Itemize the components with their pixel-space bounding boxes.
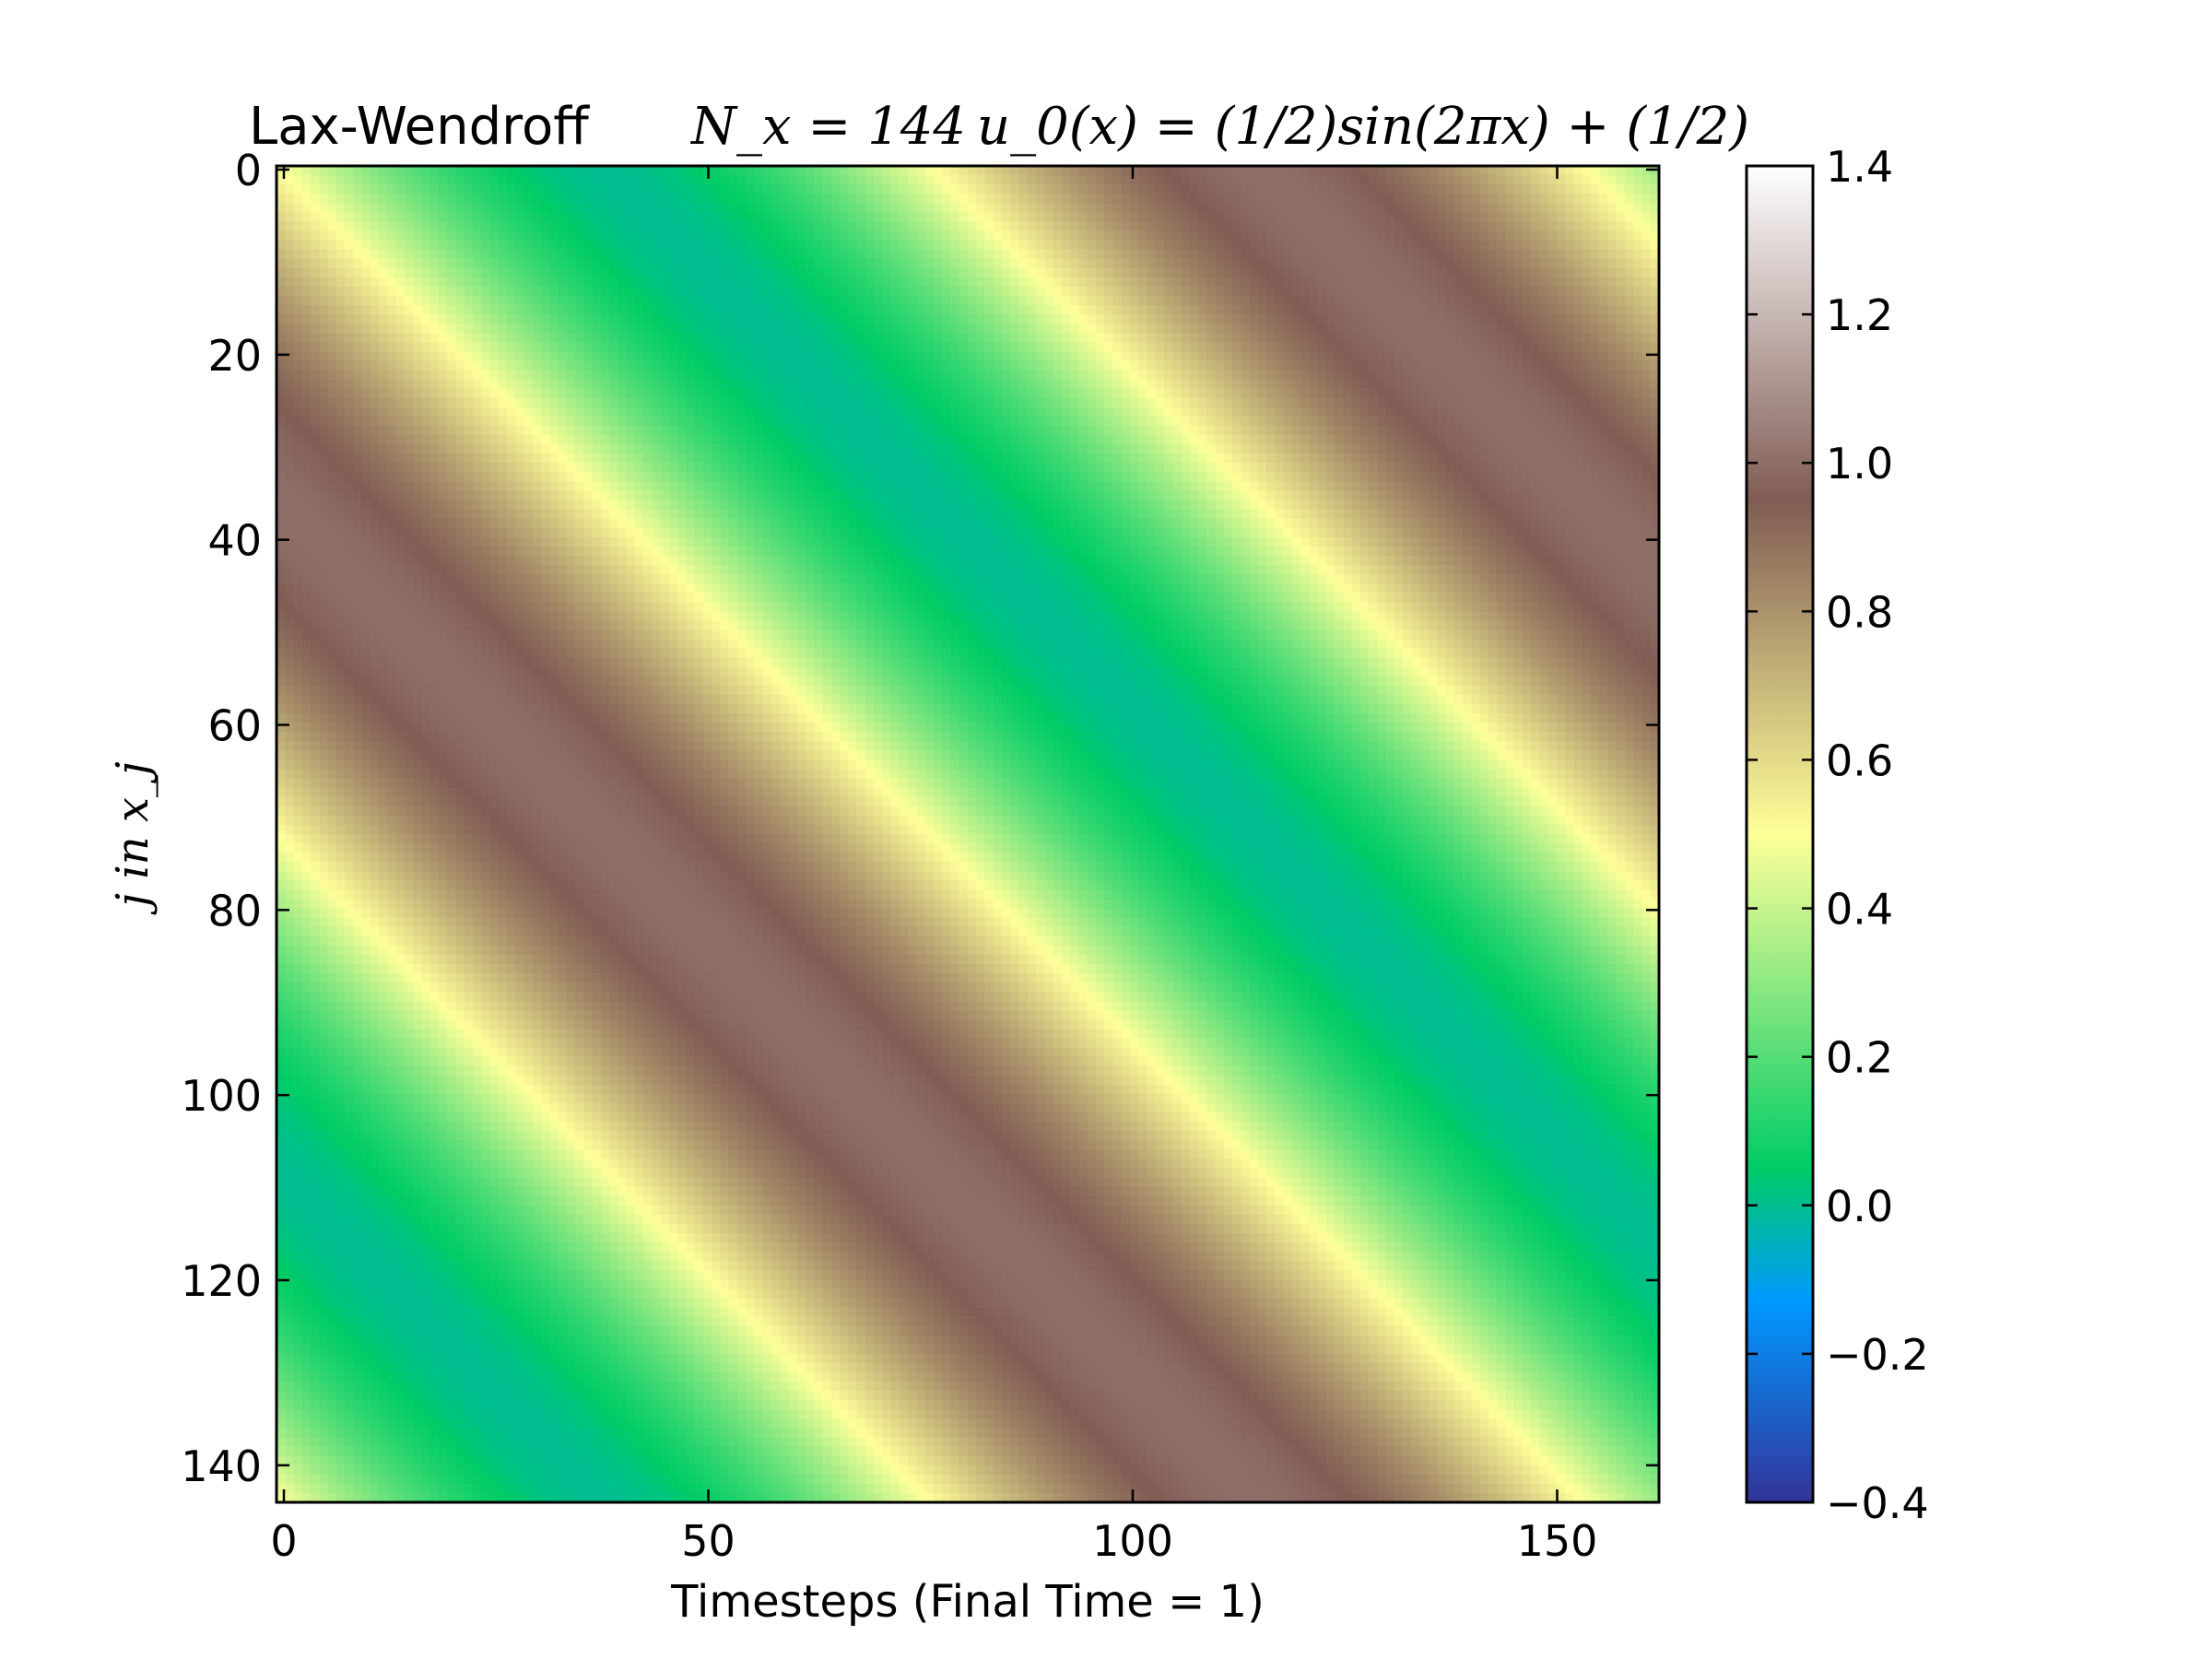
colorbar-tick-label: 0.4 (1826, 885, 1893, 935)
heatmap (276, 166, 1659, 1502)
x-tick-label: 150 (1517, 1516, 1598, 1566)
y-axis: 0 20 40 60 80 100 120 140 (181, 146, 1659, 1491)
colorbar-tick-label: 1.0 (1826, 439, 1893, 488)
x-tick-label: 100 (1092, 1516, 1173, 1566)
colorbar-axis: −0.4 −0.2 0.0 0.2 0.4 0.6 0.8 1.0 1.2 1.4 (1747, 142, 1929, 1528)
y-axis-label: j in x_j (107, 761, 159, 915)
colorbar-tick-label: 0.2 (1826, 1033, 1893, 1083)
y-tick-label: 100 (181, 1071, 262, 1121)
colorbar-tick-label: −0.2 (1826, 1330, 1929, 1380)
y-tick-label: 40 (207, 516, 262, 566)
x-tick-label: 0 (270, 1516, 297, 1566)
colorbar-tick-label: 0.8 (1826, 587, 1893, 637)
y-tick-label: 80 (207, 886, 262, 935)
colorbar-tick-label: 1.4 (1826, 142, 1893, 192)
title-method: Lax-Wendroff (249, 97, 590, 157)
x-axis-label: Timesteps (Final Time = 1) (670, 1576, 1265, 1628)
colorbar (1745, 164, 1815, 1504)
colorbar-tick-label: −0.4 (1826, 1478, 1929, 1528)
y-tick-label: 60 (207, 701, 262, 751)
x-tick-label: 50 (681, 1516, 735, 1566)
colorbar-tick-label: 0.0 (1826, 1182, 1893, 1231)
y-tick-label: 140 (181, 1441, 262, 1491)
plot-frame (275, 164, 1661, 1504)
colorbar-tick-label: 0.6 (1826, 735, 1893, 785)
colorbar-tick-label: 1.2 (1826, 290, 1893, 340)
chart-title: Lax-Wendroff N_x = 144 u_0(x) = (1/2)sin… (249, 97, 1749, 157)
y-tick-label: 20 (207, 331, 262, 381)
title-grid: N_x = 144 (689, 97, 966, 157)
x-axis: 0 50 100 150 (270, 166, 1597, 1566)
heatmap-image (276, 166, 1659, 1502)
y-tick-label: 120 (181, 1256, 262, 1306)
y-tick-label: 0 (235, 146, 262, 195)
title-initial-condition: u_0(x) = (1/2)sin(2πx) + (1/2) (977, 97, 1749, 157)
